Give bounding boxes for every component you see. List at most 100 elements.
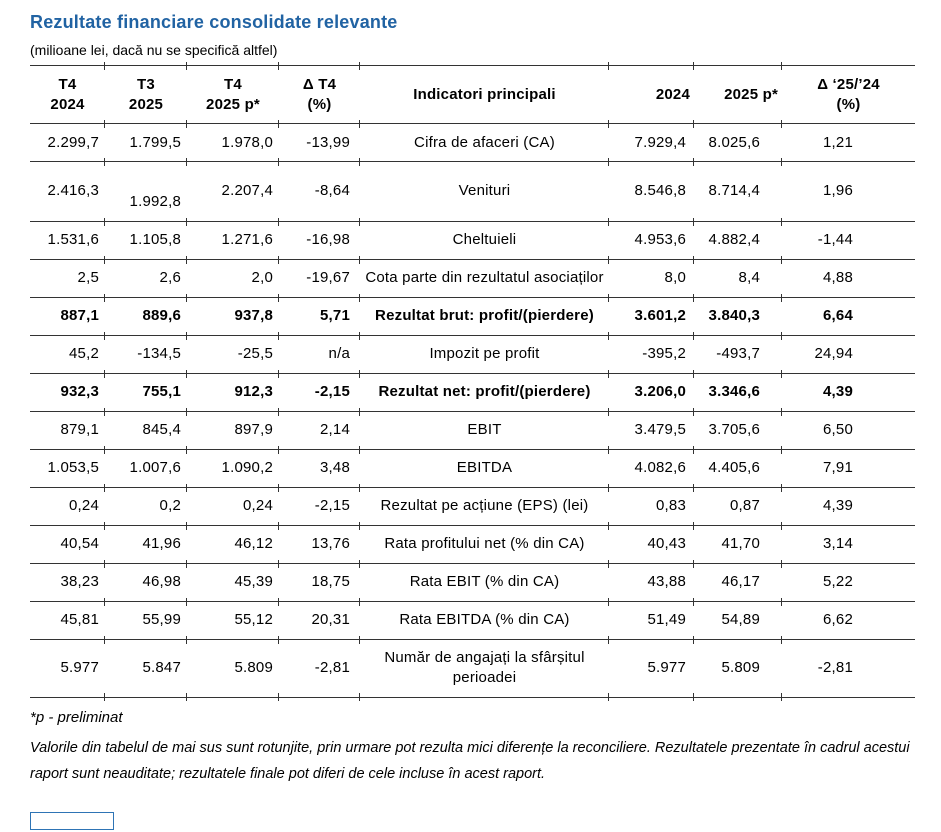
table-cell: 46,98	[104, 560, 187, 601]
table-cell: 13,76	[278, 522, 360, 563]
table-row: 45,2 -134,5 -25,5 n/a Impozit pe profit …	[30, 332, 915, 373]
table-cell: 1.978,0	[186, 120, 279, 162]
table-cell: 5.847	[104, 636, 187, 701]
report-page: Rezultate financiare consolidate relevan…	[30, 12, 915, 782]
table-cell: 5.809	[693, 636, 782, 701]
table-cell: 845,4	[104, 408, 187, 449]
table-cell-indicator: Număr de angajați la sfârșitul perioadei	[359, 636, 609, 701]
table-cell-indicator: Impozit pe profit	[359, 332, 609, 373]
disclaimer-text: Valorile din tabelul de mai sus sunt rot…	[30, 739, 910, 782]
table-cell: 3.346,6	[693, 370, 782, 411]
header-line: T4	[58, 75, 77, 93]
header-line: 2025	[128, 95, 164, 113]
column-header-t4-2024: T4 2024	[30, 65, 105, 124]
table-cell-indicator: Cota parte din rezultatul asociaților	[359, 256, 609, 297]
table-cell: 2,5	[30, 258, 105, 297]
table-cell: 0,2	[104, 484, 187, 525]
table-cell: 1.992,8	[104, 158, 187, 221]
table-cell: -16,98	[278, 218, 360, 259]
table-cell: 45,2	[30, 334, 105, 373]
table-row: 2,5 2,6 2,0 -19,67 Cota parte din rezult…	[30, 256, 915, 297]
table-cell: -134,5	[104, 332, 187, 373]
table-cell: -2,81	[781, 636, 915, 701]
table-row: 1.531,6 1.105,8 1.271,6 -16,98 Cheltuiel…	[30, 218, 915, 259]
table-cell: 5.977	[30, 638, 105, 698]
table-cell-indicator: Rata EBIT (% din CA)	[359, 560, 609, 601]
table-cell: 1.053,5	[30, 448, 105, 487]
table-cell: 7.929,4	[608, 120, 694, 162]
table-cell: 46,17	[693, 560, 782, 601]
table-cell: 755,1	[104, 370, 187, 411]
table-cell-indicator: Cheltuieli	[359, 218, 609, 259]
column-header-delta-t4: Δ T4 (%)	[278, 62, 360, 124]
table-cell: 45,81	[30, 600, 105, 639]
header-line: Δ ‘25/’24	[817, 75, 880, 93]
header-line: 2025 p*	[724, 85, 778, 103]
table-cell: -25,5	[186, 332, 279, 373]
table-cell: 912,3	[186, 370, 279, 411]
column-header-t4-2025p: T4 2025 p*	[186, 62, 279, 124]
table-cell: 1,21	[781, 120, 915, 162]
table-cell: 40,54	[30, 524, 105, 563]
page-title: Rezultate financiare consolidate relevan…	[30, 12, 398, 32]
table-cell: 55,12	[186, 598, 279, 639]
table-cell: 1,96	[781, 158, 915, 221]
table-cell: -2,81	[278, 636, 360, 701]
table-cell: 3,14	[781, 522, 915, 563]
table-cell: -8,64	[278, 158, 360, 221]
table-cell: 3.840,3	[693, 294, 782, 335]
table-row: 45,81 55,99 55,12 20,31 Rata EBITDA (% d…	[30, 598, 915, 639]
table-cell: 2.299,7	[30, 123, 105, 162]
table-cell: 1.105,8	[104, 218, 187, 259]
table-cell: 8,0	[608, 256, 694, 297]
table-cell: 3.601,2	[608, 294, 694, 335]
table-cell: 879,1	[30, 410, 105, 449]
column-header-indicators: Indicatori principali	[359, 62, 609, 124]
table-cell: 8.546,8	[608, 158, 694, 221]
table-cell: 54,89	[693, 598, 782, 639]
table-cell: 46,12	[186, 522, 279, 563]
table-cell: 1.007,6	[104, 446, 187, 487]
table-cell: 18,75	[278, 560, 360, 601]
table-cell-indicator: Rata profitului net (% din CA)	[359, 522, 609, 563]
table-cell: 6,50	[781, 408, 915, 449]
table-cell: 0,83	[608, 484, 694, 525]
table-cell: 8.714,4	[693, 158, 782, 221]
column-header-t3-2025: T3 2025	[104, 62, 187, 124]
table-header: T4 2024 T3 2025 T4 2025 p* Δ T4 (%) Indi…	[30, 62, 915, 124]
table-cell-indicator: Rezultat net: profit/(pierdere)	[359, 370, 609, 411]
table-row: 2.416,3 1.992,8 2.207,4 -8,64 Venituri 8…	[30, 158, 915, 221]
table-row: 2.299,7 1.799,5 1.978,0 -13,99 Cifra de …	[30, 120, 915, 162]
table-cell: 2,0	[186, 256, 279, 297]
table-cell: 38,23	[30, 562, 105, 601]
table-cell: 2.416,3	[30, 161, 105, 221]
table-row: 38,23 46,98 45,39 18,75 Rata EBIT (% din…	[30, 560, 915, 601]
table-cell: 887,1	[30, 296, 105, 335]
table-cell: 0,24	[30, 486, 105, 525]
header-row: T4 2024 T3 2025 T4 2025 p* Δ T4 (%) Indi…	[30, 62, 915, 124]
page-subtitle: (milioane lei, dacă nu se specifică altf…	[30, 42, 278, 58]
table-row: 887,1 889,6 937,8 5,71 Rezultat brut: pr…	[30, 294, 915, 335]
table-cell: 4.405,6	[693, 446, 782, 487]
preliminary-footnote: *p - preliminat	[30, 708, 123, 726]
table-cell: n/a	[278, 332, 360, 373]
table-body: 2.299,7 1.799,5 1.978,0 -13,99 Cifra de …	[30, 120, 915, 701]
table-cell: 937,8	[186, 294, 279, 335]
table-cell: 41,96	[104, 522, 187, 563]
table-cell: 4.082,6	[608, 446, 694, 487]
table-cell: 5.809	[186, 636, 279, 701]
table-cell: 0,24	[186, 484, 279, 525]
header-line: T4	[224, 75, 242, 93]
header-line: 2024	[50, 95, 85, 113]
table-cell: 3,48	[278, 446, 360, 487]
table-cell: 3.206,0	[608, 370, 694, 411]
table-row: 1.053,5 1.007,6 1.090,2 3,48 EBITDA 4.08…	[30, 446, 915, 487]
table-cell: 6,64	[781, 294, 915, 335]
table-cell: 3.479,5	[608, 408, 694, 449]
table-cell: 897,9	[186, 408, 279, 449]
table-cell: 5,71	[278, 294, 360, 335]
header-line: Δ T4	[302, 75, 337, 93]
table-cell-indicator: Rata EBITDA (% din CA)	[359, 598, 609, 639]
table-cell: 0,87	[693, 484, 782, 525]
header-line: Indicatori principali	[413, 85, 556, 103]
